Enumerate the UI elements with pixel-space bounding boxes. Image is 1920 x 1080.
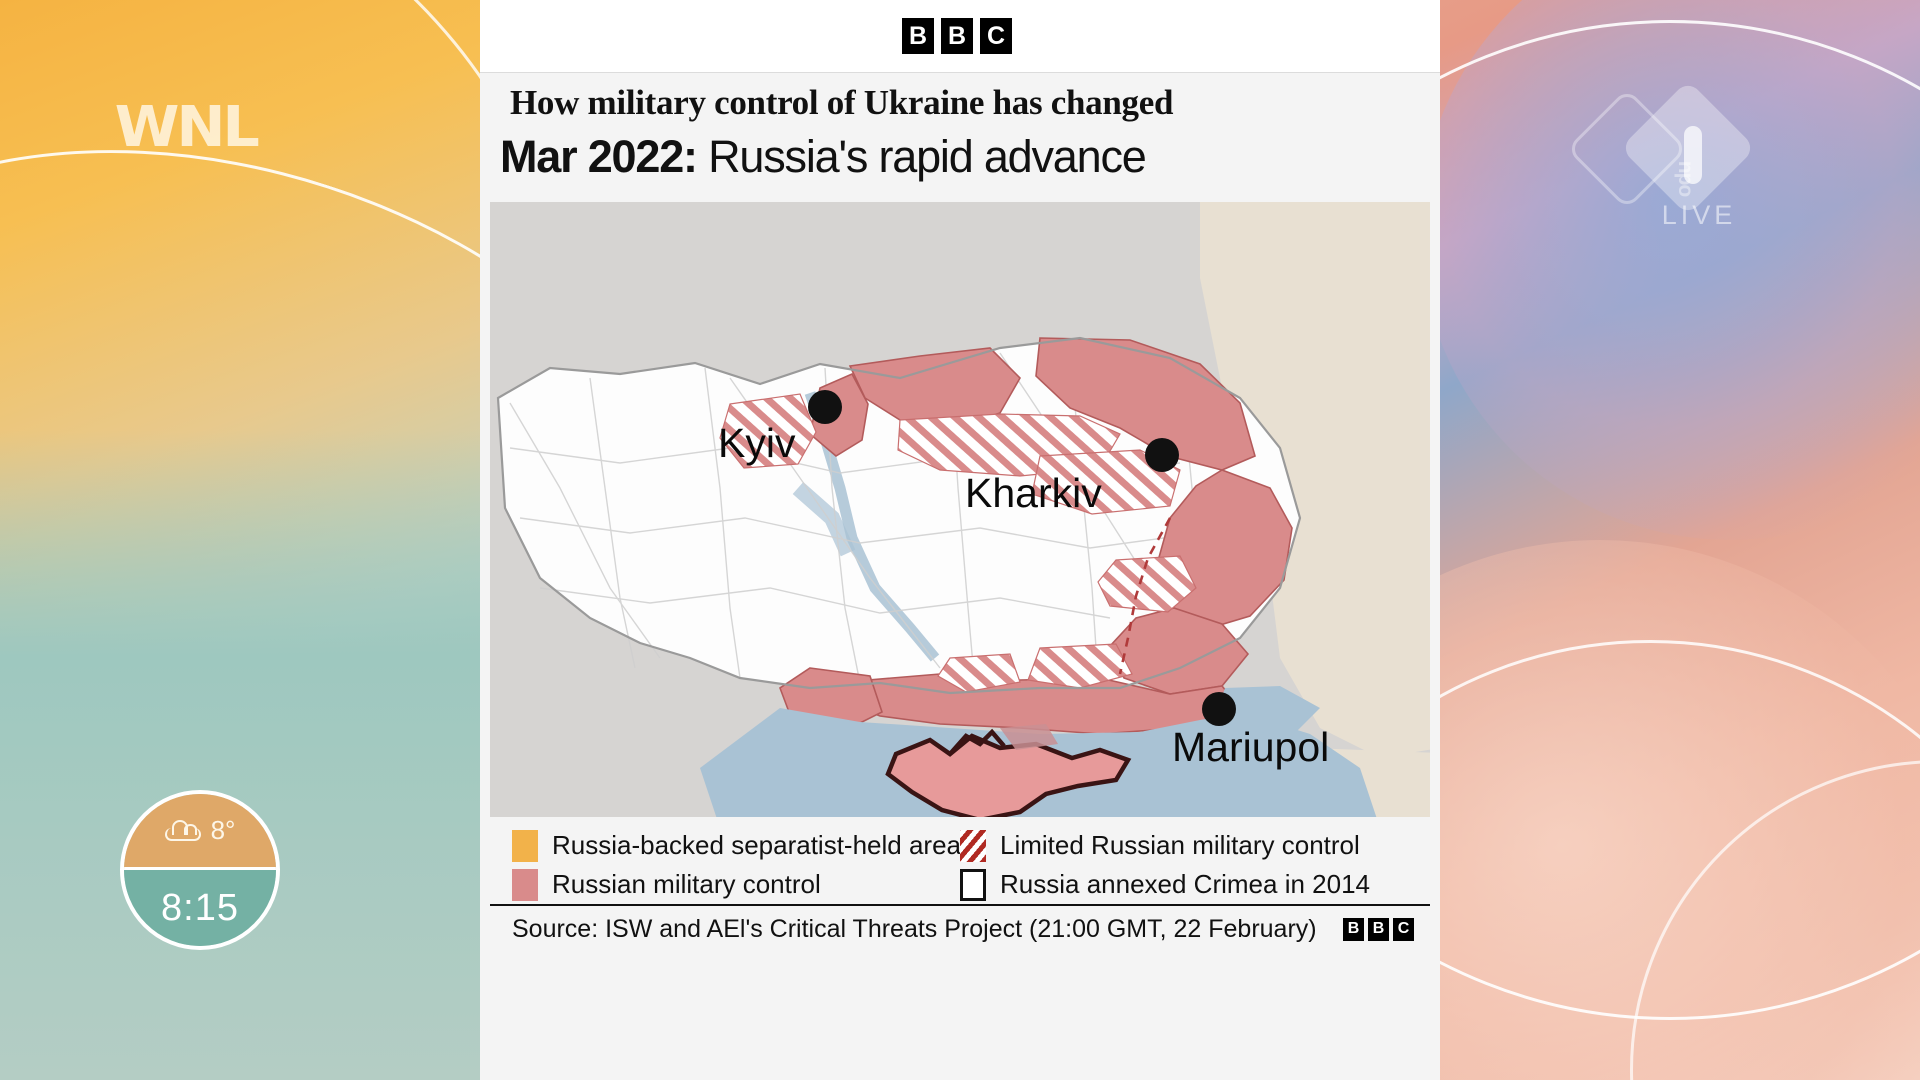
weather-clock-widget: 8° 8:15 <box>120 790 280 950</box>
page-title: How military control of Ukraine has chan… <box>480 72 1440 127</box>
wnl-channel-logo: WNL <box>114 95 260 160</box>
npo1-live-logo: npo LIVE <box>1566 80 1772 230</box>
temperature-value: 8° <box>210 815 236 845</box>
legend-label: Russian military control <box>552 869 821 899</box>
city-dot-icon <box>1202 692 1236 726</box>
backdrop-left-lower-gradient <box>0 430 480 1080</box>
legend-swatch-red-hatch-square <box>960 829 986 862</box>
bbc-graphic-card: B B C How military control of Ukraine ha… <box>480 0 1440 1080</box>
city-label: Kharkiv <box>965 470 1102 516</box>
legend-swatch-orange-square <box>512 829 538 862</box>
legend-swatch-outlined-square <box>960 868 986 901</box>
city-dot-icon <box>808 390 842 424</box>
subtitle-date: Mar 2022: <box>500 131 698 182</box>
cloud-icon <box>164 819 201 843</box>
city-label: Kyiv <box>718 420 796 466</box>
bbc-logo-letter: B <box>1368 917 1389 941</box>
graphic-body: How military control of Ukraine has chan… <box>480 72 1440 1080</box>
legend-row: Russian military control Russia annexed … <box>512 865 1408 904</box>
source-bar: Source: ISW and AEl's Critical Threats P… <box>490 904 1430 952</box>
legend-row: Russia-backed separatist-held area Limit… <box>512 826 1408 865</box>
bbc-header: B B C <box>480 0 1440 72</box>
subtitle-text: Russia's rapid advance <box>696 131 1147 182</box>
subtitle: Mar 2022: Russia's rapid advance <box>500 131 1147 182</box>
map-legend: Russia-backed separatist-held area Limit… <box>490 820 1430 901</box>
legend-item-russian-control: Russian military control <box>512 868 960 901</box>
bbc-logo: B B C <box>902 18 1012 54</box>
bbc-logo-letter: C <box>1393 917 1414 941</box>
bbc-logo-footer: B B C <box>1343 917 1414 941</box>
bbc-logo-letter: C <box>980 18 1012 54</box>
legend-item-limited-control: Limited Russian military control <box>960 829 1360 862</box>
legend-swatch-pink-square <box>512 868 538 901</box>
legend-item-crimea: Russia annexed Crimea in 2014 <box>960 868 1370 901</box>
legend-label: Limited Russian military control <box>1000 830 1360 860</box>
bbc-logo-letter: B <box>941 18 973 54</box>
legend-item-separatist: Russia-backed separatist-held area <box>512 829 961 862</box>
legend-label: Russia-backed separatist-held area <box>552 830 961 860</box>
live-badge-label: LIVE <box>1661 200 1737 230</box>
city-dot-icon <box>1145 438 1179 472</box>
map-vector-layer <box>496 202 1430 817</box>
clock-value: 8:15 <box>161 886 239 929</box>
ukraine-control-map: Kyiv Kharkiv Mariupol <box>490 202 1430 817</box>
city-label: Mariupol <box>1172 724 1330 770</box>
legend-label: Russia annexed Crimea in 2014 <box>1000 869 1370 899</box>
subtitle-row: Mar 2022: Russia's rapid advance <box>480 127 1440 195</box>
bbc-logo-letter: B <box>1343 917 1364 941</box>
source-text: Source: ISW and AEl's Critical Threats P… <box>512 914 1317 943</box>
npo-channel-number-glyph <box>1684 126 1702 184</box>
bbc-logo-letter: B <box>902 18 934 54</box>
